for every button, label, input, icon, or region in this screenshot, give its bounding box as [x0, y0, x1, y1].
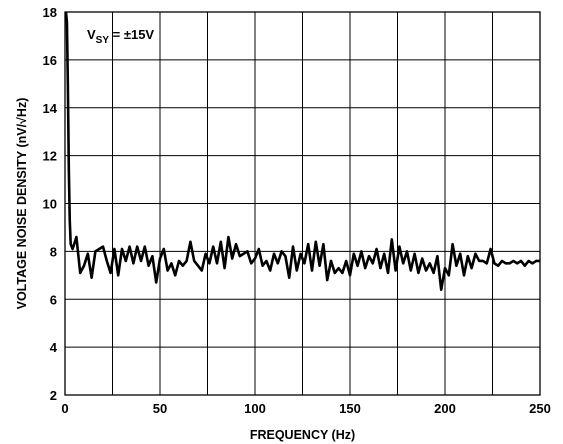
x-tick-label: 150: [339, 401, 361, 416]
annotation-prefix: V: [87, 27, 96, 42]
y-tick-label: 18: [43, 5, 57, 20]
tick-labels: 0 50 100 150 200 250 2 4 6 8 10 12 14 16 18: [43, 5, 551, 416]
y-tick-label: 8: [50, 244, 57, 259]
x-tick-label: 0: [61, 401, 68, 416]
y-tick-label: 2: [50, 388, 57, 403]
series-line: [64, 11, 540, 291]
y-tick-label: 4: [50, 340, 58, 355]
y-axis-title: VOLTAGE NOISE DENSITY (nV/√Hz): [15, 98, 29, 310]
plot-frame: [64, 11, 541, 396]
x-tick-label: 200: [434, 401, 456, 416]
y-tick-label: 12: [43, 149, 57, 164]
x-tick-label: 100: [244, 401, 266, 416]
y-tick-label: 10: [43, 197, 57, 212]
y-tick-label: 14: [43, 101, 58, 116]
annotation-subscript: SY: [96, 35, 110, 46]
y-tick-label: 6: [50, 292, 57, 307]
x-tick-label: 50: [153, 401, 167, 416]
annotation-suffix: = ±15V: [109, 27, 154, 42]
x-axis-title: FREQUENCY (Hz): [250, 428, 355, 442]
y-tick-label: 16: [43, 53, 57, 68]
x-tick-label: 250: [529, 401, 551, 416]
annotation-label: VSY = ±15V: [87, 27, 154, 46]
plot-area: [64, 11, 540, 291]
